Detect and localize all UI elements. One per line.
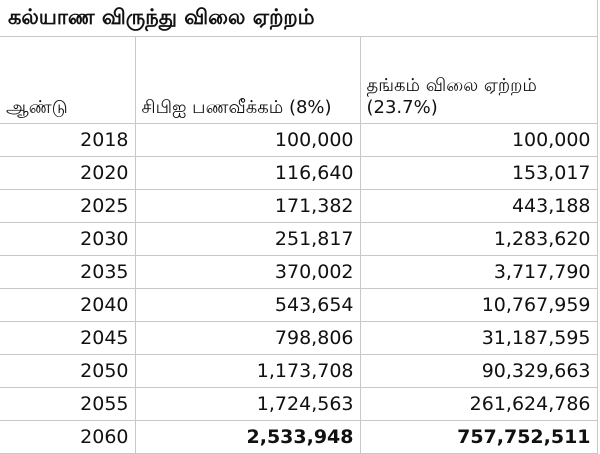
cell-year: 2018	[0, 123, 136, 157]
cell-cpi: 171,382	[134, 189, 361, 223]
table-row: 2050 1,173,708 90,329,663	[0, 354, 598, 388]
cell-cpi: 1,724,563	[134, 387, 361, 421]
cell-cpi: 543,654	[134, 288, 361, 322]
cell-year: 2050	[0, 354, 136, 388]
cell-gold: 757,752,511	[359, 420, 598, 454]
cell-cpi: 2,533,948	[134, 420, 361, 454]
cell-year: 2045	[0, 321, 136, 355]
header-gold: தங்கம் விலை ஏற்றம் (23.7%)	[359, 36, 598, 124]
table-row: 2030 251,817 1,283,620	[0, 222, 598, 256]
cell-gold: 1,283,620	[359, 222, 598, 256]
table-title: கல்யாண விருந்து விலை ஏற்றம்	[0, 0, 598, 37]
header-cpi: சிபிஐ பணவீக்கம் (8%)	[134, 36, 361, 124]
cell-year: 2020	[0, 156, 136, 190]
cell-year: 2040	[0, 288, 136, 322]
cell-gold: 443,188	[359, 189, 598, 223]
table-row: 2025 171,382 443,188	[0, 189, 598, 223]
cell-year: 2060	[0, 420, 136, 454]
table-row: 2055 1,724,563 261,624,786	[0, 387, 598, 421]
cell-cpi: 370,002	[134, 255, 361, 289]
table-row: 2018 100,000 100,000	[0, 123, 598, 157]
table-row: 2060 2,533,948 757,752,511	[0, 420, 598, 454]
table-row: 2035 370,002 3,717,790	[0, 255, 598, 289]
cell-cpi: 1,173,708	[134, 354, 361, 388]
cell-gold: 10,767,959	[359, 288, 598, 322]
cell-cpi: 251,817	[134, 222, 361, 256]
table-row: 2040 543,654 10,767,959	[0, 288, 598, 322]
cell-gold: 100,000	[359, 123, 598, 157]
cell-gold: 90,329,663	[359, 354, 598, 388]
cell-year: 2030	[0, 222, 136, 256]
title-row: கல்யாண விருந்து விலை ஏற்றம்	[0, 0, 598, 37]
cell-cpi: 116,640	[134, 156, 361, 190]
cell-year: 2055	[0, 387, 136, 421]
cell-cpi: 798,806	[134, 321, 361, 355]
cell-gold: 3,717,790	[359, 255, 598, 289]
cell-gold: 31,187,595	[359, 321, 598, 355]
header-year: ஆண்டு	[0, 36, 136, 124]
cell-cpi: 100,000	[134, 123, 361, 157]
table-row: 2045 798,806 31,187,595	[0, 321, 598, 355]
cell-gold: 261,624,786	[359, 387, 598, 421]
table-row: 2020 116,640 153,017	[0, 156, 598, 190]
header-row: ஆண்டு சிபிஐ பணவீக்கம் (8%) தங்கம் விலை ஏ…	[0, 36, 598, 124]
cell-year: 2025	[0, 189, 136, 223]
cell-gold: 153,017	[359, 156, 598, 190]
cell-year: 2035	[0, 255, 136, 289]
